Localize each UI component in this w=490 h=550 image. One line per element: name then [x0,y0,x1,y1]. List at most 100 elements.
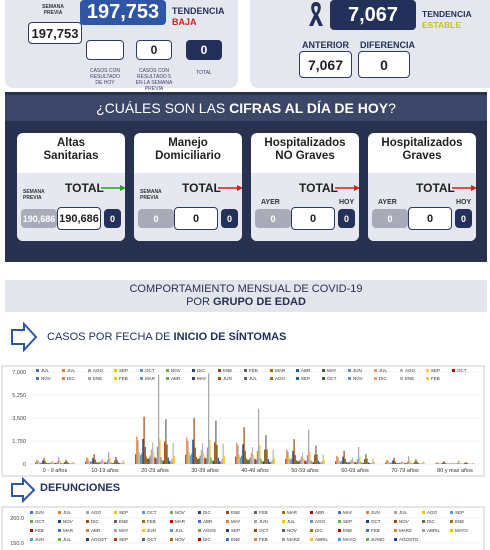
bar [37,460,39,464]
bar [192,439,194,464]
bar [406,461,409,464]
bar [386,460,388,464]
card-title-line: Hospitalizados [381,137,463,149]
bar [451,462,454,464]
legend-swatch [142,511,145,514]
week-box: 0 [136,40,172,60]
bar [410,463,412,464]
total-value: 0 [174,207,218,230]
bar [85,461,87,464]
bar [421,463,423,464]
bar [238,454,240,464]
bar [364,459,366,464]
bar [300,456,302,464]
legend-label: MARZ [399,528,412,533]
legend-swatch [140,369,143,372]
legend-swatch [166,377,169,380]
x-tick-label: 70-79 años [391,468,419,474]
bar [310,460,312,464]
bar [91,461,93,464]
title-end: ? [388,100,396,116]
total-label: TOTAL [182,181,221,195]
y-tick-label: 200.0 [10,516,24,522]
bar [442,462,444,464]
legend-swatch [366,529,369,532]
x-tick-label: 30-39 años [191,468,219,474]
y-tick-label: 7,000 [12,370,26,376]
bar [399,462,401,464]
legend-swatch [310,529,313,532]
legend-swatch [142,529,145,532]
bar [98,462,100,464]
legend-label: JUN [353,368,362,373]
caption: TOTAL [196,70,212,76]
bar [168,460,171,464]
legend-label: MAR [175,519,186,524]
legend-label: JUN [35,510,44,515]
bar [35,462,37,464]
today-card: Hospitalizados NO Graves TOTAL AYER 0 0 HOY 0 [251,133,359,241]
legend-swatch [226,538,229,541]
bar [261,460,263,464]
x-tick-label: 0 - 9 años [43,468,68,474]
legend-swatch [310,520,313,523]
bar [214,442,216,464]
heading-text: CASOS POR FECHA DE [47,331,174,343]
legend-swatch [452,369,455,372]
y-tick-label: 150.0 [10,541,24,547]
bar [253,455,255,464]
legend-label: FEB [371,528,380,533]
bar [472,462,474,464]
bar [370,463,372,464]
legend-swatch [142,520,145,523]
legend-swatch [58,511,61,514]
bar [301,452,304,464]
bar [264,449,266,464]
legend-label: AGO [275,376,286,381]
legend-label: ENE [343,528,352,533]
previous-label: ANTERIOR [302,40,349,50]
bar [97,462,99,464]
legend-label: AGO [427,510,438,515]
legend-swatch [270,377,273,380]
caption: CASOS CON RESULTADO 5 EN LA SEMANA PREVI… [135,68,173,92]
legend-swatch [88,369,91,372]
legend-swatch [450,511,453,514]
today-value: 0 [338,209,355,228]
trend-label: TENDENCIA [422,9,472,19]
bar [64,462,66,464]
section-line: POR GRUPO DE EDAD [5,296,487,309]
bar [65,459,67,464]
bar [59,460,61,464]
legend-label: OCT [259,528,269,533]
legend-label: ENE [405,376,414,381]
bar [206,447,209,464]
card-title-line: Domiciliario [155,150,221,162]
bar [222,443,224,464]
bar [403,462,405,464]
legend-swatch [338,520,341,523]
bar [323,459,325,464]
previous-deaths: 7,067 [299,51,352,78]
bar [411,463,413,464]
side-label: SEMANA PREVIA [23,189,45,201]
bar [36,460,38,464]
x-tick-label: 10-19 años [91,468,119,474]
bar [47,463,49,464]
bar [205,458,207,464]
bar [150,449,152,464]
today-value: 0 [221,209,238,228]
side-label: AYER [378,199,397,206]
bar [204,457,206,464]
bar [243,427,245,464]
bar [159,439,161,464]
card-title: Hospitalizados Graves [368,137,476,163]
bar [362,463,365,464]
legend-swatch [170,511,173,514]
legend-label: AGO [315,519,326,524]
bar [393,457,395,464]
legend-label: ABR [171,376,181,381]
bar [266,449,268,464]
legend-swatch [114,369,117,372]
bar [465,462,467,464]
